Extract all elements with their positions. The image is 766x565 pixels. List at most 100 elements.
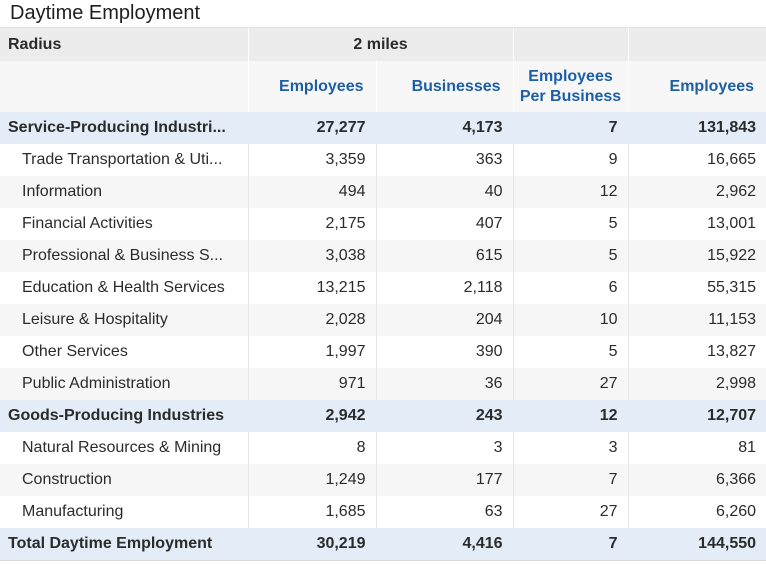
table-row[interactable]: Education & Health Services 13,215 2,118 6 5… [0,272,766,304]
businesses-cell: 407 [375,208,514,240]
row-label: Goods-Producing Industries [8,407,225,424]
businesses-column-header[interactable]: Businesses [375,61,514,112]
businesses-cell: 36 [375,368,514,400]
table-row[interactable]: Other Services 1,997 390 5 13,827 [0,336,766,368]
row-label: Trade Transportation & Uti... [22,151,223,168]
employees-cell-2: 6,366 [627,464,766,496]
employees-cell-2: 81 [627,432,766,464]
row-label: Natural Resources & Mining [22,439,222,456]
employees-cell: 2,942 [247,400,376,432]
employees-cell-2: 2,962 [627,176,766,208]
table-bottom-border [0,560,766,561]
radius-header-row: Radius 2 miles [0,28,766,61]
employees-per-business-cell: 9 [512,144,629,176]
businesses-cell: 243 [375,400,514,432]
employees-per-business-cell: 3 [512,432,629,464]
employees-cell: 1,249 [247,464,376,496]
employees-cell-2: 12,707 [627,400,766,432]
row-label: Information [22,183,103,200]
employees-cell: 1,685 [247,496,376,528]
employees-cell-2: 13,827 [627,336,766,368]
radius-spacer [627,28,766,61]
table-row[interactable]: Professional & Business S... 3,038 615 5 15,… [0,240,766,272]
employees-cell: 8 [247,432,376,464]
employees-cell: 494 [247,176,376,208]
employees-per-business-cell: 10 [512,304,629,336]
row-label: Education & Health Services [22,279,225,296]
table-row[interactable]: Manufacturing 1,685 63 27 6,260 [0,496,766,528]
table-row[interactable]: Construction 1,249 177 7 6,366 [0,464,766,496]
page-title: Daytime Employment [0,0,766,28]
employees-per-business-cell: 27 [512,368,629,400]
employees-cell: 971 [247,368,376,400]
employees-per-business-cell: 12 [512,176,629,208]
employees-cell-2: 13,001 [627,208,766,240]
employees-per-business-cell: 12 [512,400,629,432]
employees-per-business-cell: 5 [512,240,629,272]
employees-cell: 3,359 [247,144,376,176]
column-header-row: Employees Businesses Employees Per Busin… [0,61,766,112]
businesses-cell: 363 [375,144,514,176]
table-row[interactable]: Financial Activities 2,175 407 5 13,001 [0,208,766,240]
employees-cell: 1,997 [247,336,376,368]
businesses-cell: 390 [375,336,514,368]
employees-per-business-column-header[interactable]: Employees Per Business [512,61,629,112]
group-row[interactable]: Service-Producing Industri... 27,277 4,173… [0,112,766,144]
businesses-cell: 204 [375,304,514,336]
employees-column-header[interactable]: Employees [247,61,376,112]
businesses-cell: 63 [375,496,514,528]
employees-per-business-cell: 5 [512,208,629,240]
table-row[interactable]: Information 494 40 12 2,962 [0,176,766,208]
employees-per-business-cell: 7 [512,112,629,144]
employees-cell: 3,038 [247,240,376,272]
employees-cell-2: 16,665 [627,144,766,176]
employees-cell: 30,219 [247,528,376,560]
row-label: Public Administration [22,375,171,392]
row-label: Total Daytime Employment [8,535,213,552]
employees-cell-2: 6,260 [627,496,766,528]
table-row[interactable]: Trade Transportation & Uti... 3,359 363 9 16… [0,144,766,176]
businesses-cell: 177 [375,464,514,496]
employment-table: Radius 2 miles Employees Businesses Empl… [0,28,766,560]
row-label: Professional & Business S... [22,247,223,264]
employees-per-business-cell: 7 [512,464,629,496]
employees-cell-2: 11,153 [627,304,766,336]
radius-label: Radius [8,35,62,53]
businesses-cell: 3 [375,432,514,464]
businesses-cell: 615 [375,240,514,272]
table-row[interactable]: Leisure & Hospitality 2,028 204 10 11,153 [0,304,766,336]
employees-cell: 13,215 [247,272,376,304]
row-label: Other Services [22,343,128,360]
table-row[interactable]: Public Administration 971 36 27 2,998 [0,368,766,400]
employees-per-business-cell: 6 [512,272,629,304]
group-row[interactable]: Goods-Producing Industries 2,942 243 12 12,7… [0,400,766,432]
row-label: Financial Activities [22,215,153,232]
businesses-cell: 4,173 [375,112,514,144]
employees-per-business-cell: 7 [512,528,629,560]
employees-cell: 2,175 [247,208,376,240]
ppb-header-line1: Employees [528,67,613,85]
employees-cell-2: 55,315 [627,272,766,304]
name-column-header [0,61,248,112]
employees-cell-2: 2,998 [627,368,766,400]
employees-per-business-cell: 5 [512,336,629,368]
group-row[interactable]: Total Daytime Employment 30,219 4,416 7 144,… [0,528,766,560]
employees-cell-2: 131,843 [627,112,766,144]
row-label: Leisure & Hospitality [22,311,168,328]
radius-spacer [512,28,629,61]
row-label: Manufacturing [22,503,124,520]
employees-cell: 2,028 [247,304,376,336]
row-label: Construction [22,471,112,488]
table-row[interactable]: Natural Resources & Mining 8 3 3 81 [0,432,766,464]
businesses-cell: 2,118 [375,272,514,304]
employees-cell-2: 15,922 [627,240,766,272]
employees-per-business-cell: 27 [512,496,629,528]
businesses-cell: 4,416 [375,528,514,560]
employees-cell: 27,277 [247,112,376,144]
employees-column-header-2[interactable]: Employees [627,61,766,112]
row-label: Service-Producing Industri... [8,119,226,136]
radius-value: 2 miles [247,28,514,61]
businesses-cell: 40 [375,176,514,208]
employees-cell-2: 144,550 [627,528,766,560]
ppb-header-line2: Per Business [519,87,622,105]
